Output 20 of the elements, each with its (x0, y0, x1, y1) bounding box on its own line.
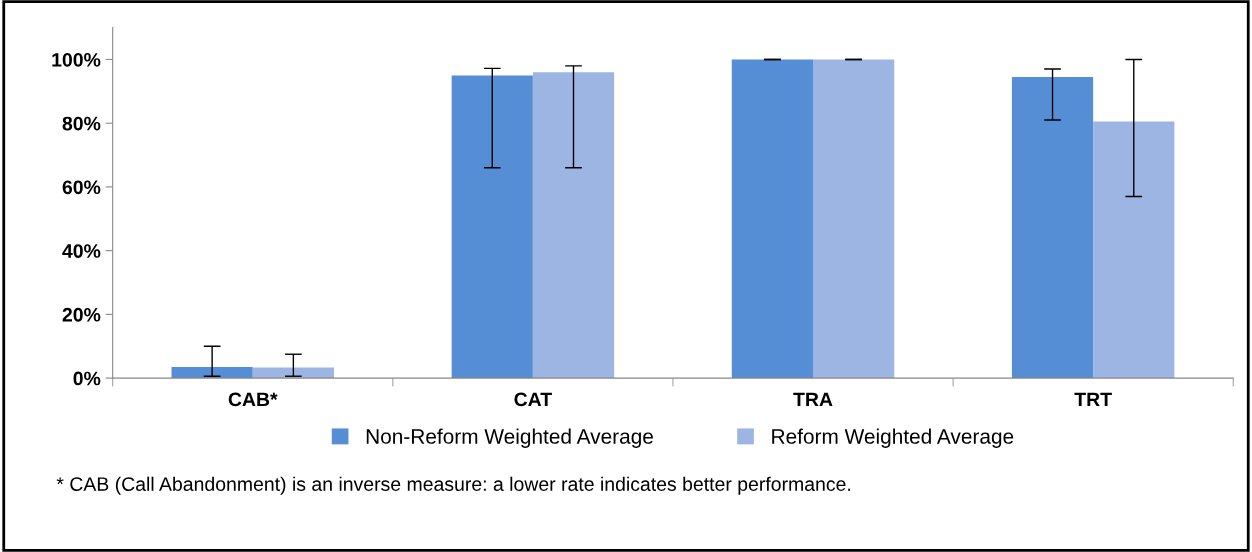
y-tick-label: 0% (73, 371, 101, 386)
y-tick-label: 80% (62, 116, 101, 131)
bar (1093, 121, 1175, 379)
x-tick-label: TRT (1074, 392, 1112, 407)
legend-label: Non-Reform Weighted Average (366, 428, 653, 448)
y-tick-label: 100% (52, 52, 101, 67)
bar (532, 72, 615, 379)
x-tick-label: CAB* (228, 392, 278, 407)
x-tick-label: CAT (514, 392, 552, 407)
y-tick-label: 40% (62, 244, 101, 258)
y-tick-label: 20% (62, 307, 101, 322)
bar (1011, 76, 1094, 379)
y-tick-label: 60% (62, 180, 101, 195)
text: * CAB (Call Abandonment) is an inverse measure: a lower rate indicates better performance. (56, 476, 851, 495)
bar (731, 59, 814, 379)
legend-label: Reform Weighted Average (772, 428, 1014, 448)
bar (451, 75, 533, 379)
bar (813, 59, 895, 379)
x-tick-label: TRA (793, 392, 833, 407)
bar (171, 366, 253, 379)
